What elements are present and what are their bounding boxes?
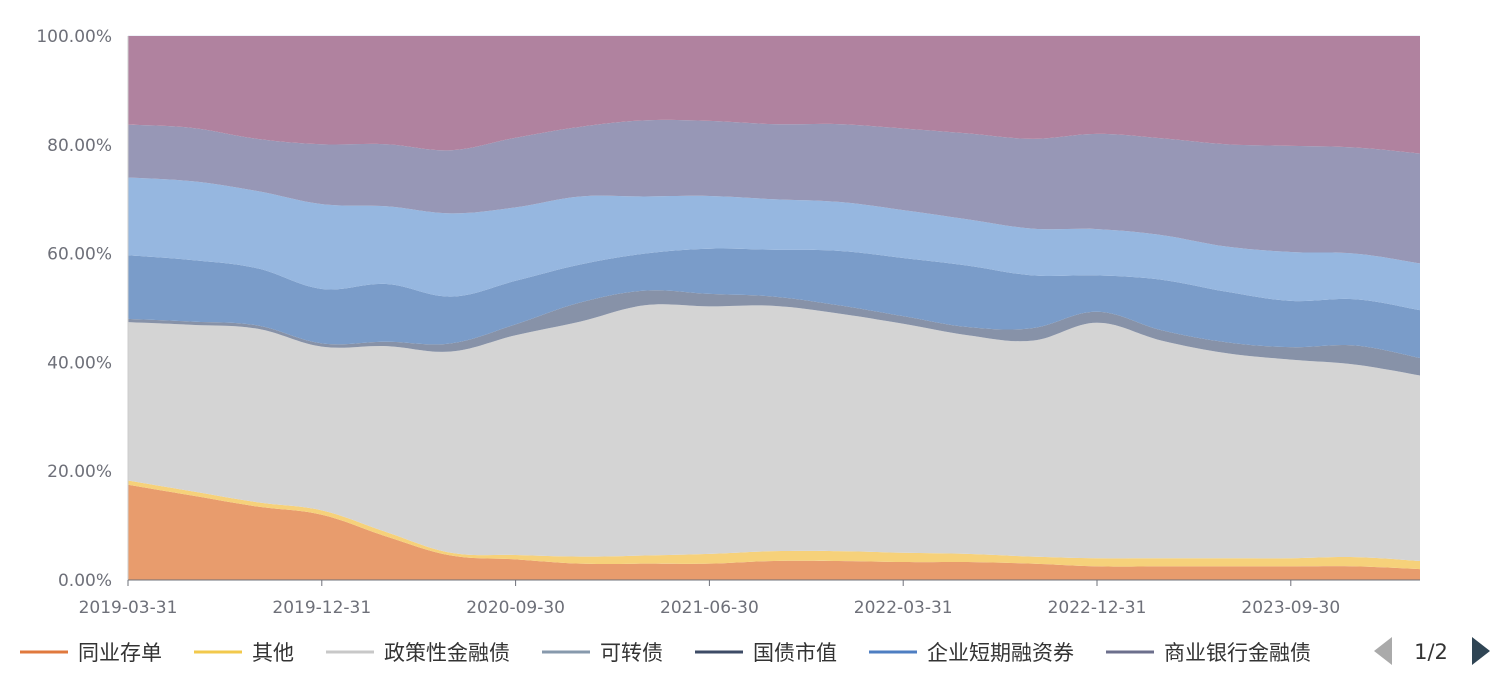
legend-item-6[interactable]: 商业银行金融债 [1106,641,1311,665]
area-series-0 [128,484,1420,580]
x-tick-label-5: 2022-12-31 [1048,598,1147,618]
legend-prev-icon[interactable] [1374,637,1392,665]
y-tick-label-5: 100.00% [36,27,112,47]
x-tick-label-3: 2021-06-30 [660,598,759,618]
legend-item-1[interactable]: 其他 [194,641,294,665]
legend-next-icon[interactable] [1472,637,1490,665]
area-series-5 [128,177,1420,311]
axes [127,36,1420,586]
x-axis-labels: 2019-03-31 2019-12-31 2020-09-30 2021-06-30… [79,598,1341,618]
legend-item-4[interactable]: 国债市值 [695,641,837,665]
legend-label-3: 可转债 [600,641,663,665]
x-tick-label-6: 2023-09-30 [1241,598,1340,618]
y-tick-label-3: 60.00% [47,245,112,265]
legend-item-2[interactable]: 政策性金融债 [326,641,510,665]
x-tick-label-4: 2022-03-31 [854,598,953,618]
area-series-1 [128,480,1420,570]
area-series [128,36,1420,580]
x-tick-label-2: 2020-09-30 [466,598,565,618]
y-tick-label-4: 80.00% [47,136,112,156]
y-tick-label-0: 0.00% [58,571,112,591]
area-series-3 [128,290,1420,376]
x-tick-label-0: 2019-03-31 [79,598,178,618]
y-tick-label-2: 40.00% [47,353,112,373]
legend-page-label: 1/2 [1414,640,1448,664]
legend-pager: 1/2 [1374,637,1490,665]
legend-label-6: 商业银行金融债 [1164,641,1311,665]
x-tick-label-1: 2019-12-31 [272,598,371,618]
area-series-7 [128,36,1420,154]
legend-label-5: 企业短期融资券 [927,641,1074,665]
area-series-6 [128,119,1420,264]
legend: 同业存单 其他 政策性金融债 可转债 国债市值 企业短期融资券 商业银行金融债 [20,641,1311,665]
legend-label-4: 国债市值 [753,641,837,665]
legend-label-0: 同业存单 [78,641,162,665]
legend-label-2: 政策性金融债 [384,641,510,665]
y-tick-label-1: 20.00% [47,462,112,482]
area-series-4 [128,248,1420,359]
legend-item-3[interactable]: 可转债 [542,641,663,665]
y-axis-labels: 0.00% 20.00% 40.00% 60.00% 80.00% 100.00% [36,27,112,591]
legend-item-0[interactable]: 同业存单 [20,641,162,665]
area-series-2 [128,304,1420,561]
legend-item-5[interactable]: 企业短期融资券 [869,641,1074,665]
legend-label-1: 其他 [252,641,294,665]
